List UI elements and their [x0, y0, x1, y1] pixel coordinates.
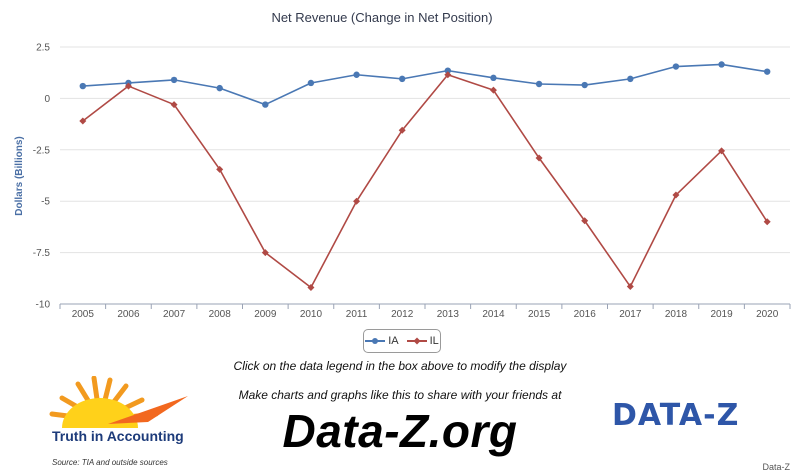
y-tick-label: -2.5 — [33, 145, 51, 156]
legend[interactable]: IA IL — [363, 329, 441, 353]
x-tick-label: 2007 — [163, 309, 186, 320]
data-point-il — [581, 217, 589, 225]
data-point-ia — [398, 75, 406, 83]
data-point-ia — [353, 71, 360, 78]
y-axis-title: Dollars (Billions) — [14, 136, 25, 215]
data-point-il — [626, 283, 634, 291]
data-point-ia — [672, 63, 680, 70]
data-point-il — [216, 165, 224, 173]
data-point-ia — [581, 81, 588, 89]
sun-logo-icon — [49, 376, 188, 428]
brand-small: Data-Z — [762, 462, 790, 472]
x-tick-label: 2014 — [482, 309, 505, 320]
data-point-il — [535, 154, 543, 162]
y-tick-label: -10 — [36, 300, 51, 311]
legend-line-circle-icon — [365, 338, 386, 344]
data-point-il — [353, 197, 361, 205]
data-point-ia — [718, 61, 725, 68]
y-tick-label: 0 — [44, 94, 50, 105]
data-point-ia — [535, 80, 543, 88]
x-tick-label: 2005 — [72, 309, 95, 320]
data-point-il — [398, 126, 406, 134]
data-point-il — [170, 101, 178, 109]
site-link[interactable]: Data-Z.org — [282, 405, 518, 457]
series-line-il — [82, 73, 768, 289]
data-point-ia — [763, 68, 771, 75]
x-tick-label: 2012 — [391, 309, 414, 320]
data-point-ia — [627, 75, 634, 83]
x-axis-ticks: 2005 2006 2007 2008 2009 2010 2011 2012 2013 2014… — [59, 304, 791, 320]
legend-label-ia: IA — [388, 335, 399, 347]
data-point-ia — [444, 67, 452, 74]
data-point-ia — [262, 101, 269, 108]
x-tick-label: 2009 — [254, 309, 277, 320]
data-point-il — [261, 249, 269, 257]
legend-line-diamond-icon — [406, 337, 427, 345]
data-z-logo: DATA-Z — [612, 398, 740, 433]
x-tick-label: 2010 — [300, 309, 323, 320]
tia-logo-text: Truth in Accounting — [52, 428, 184, 444]
data-point-il — [718, 147, 726, 155]
data-point-ia — [307, 79, 315, 87]
series — [79, 61, 771, 292]
series-line-ia — [82, 63, 768, 106]
y-tick-label: -5 — [41, 197, 50, 208]
data-point-il — [489, 86, 497, 94]
data-point-ia — [79, 82, 87, 90]
legend-item-il[interactable]: IL — [406, 335, 439, 347]
y-axis-ticks: 2.5 0 -2.5 -5 -7.5 -10 — [33, 43, 51, 311]
x-tick-label: 2020 — [756, 309, 779, 320]
x-tick-label: 2011 — [346, 309, 368, 320]
legend-hint: Click on the data legend in the box abov… — [233, 359, 567, 373]
data-point-il — [307, 284, 315, 292]
x-tick-label: 2013 — [437, 309, 460, 320]
data-point-ia — [216, 84, 223, 92]
data-point-il — [444, 71, 452, 79]
data-point-il — [672, 191, 680, 199]
x-tick-label: 2019 — [710, 309, 733, 320]
chart-title: Net Revenue (Change in Net Position) — [271, 10, 492, 25]
x-tick-label: 2015 — [528, 309, 551, 320]
data-point-il — [79, 117, 87, 125]
grid — [60, 46, 790, 305]
source-note: Source: TIA and outside sources — [52, 458, 168, 467]
y-tick-label: 2.5 — [36, 43, 50, 54]
data-point-il — [124, 82, 132, 90]
x-tick-label: 2006 — [117, 309, 140, 320]
x-tick-label: 2017 — [619, 309, 642, 320]
data-point-ia — [490, 74, 497, 82]
data-point-il — [763, 218, 771, 226]
x-tick-label: 2018 — [665, 309, 688, 320]
x-tick-label: 2008 — [209, 309, 232, 320]
data-point-ia — [170, 76, 178, 84]
share-text: Make charts and graphs like this to shar… — [238, 388, 562, 402]
y-tick-label: -7.5 — [33, 248, 51, 259]
legend-label-il: IL — [429, 335, 439, 347]
legend-item-ia[interactable]: IA — [365, 335, 399, 347]
x-tick-label: 2016 — [574, 309, 597, 320]
